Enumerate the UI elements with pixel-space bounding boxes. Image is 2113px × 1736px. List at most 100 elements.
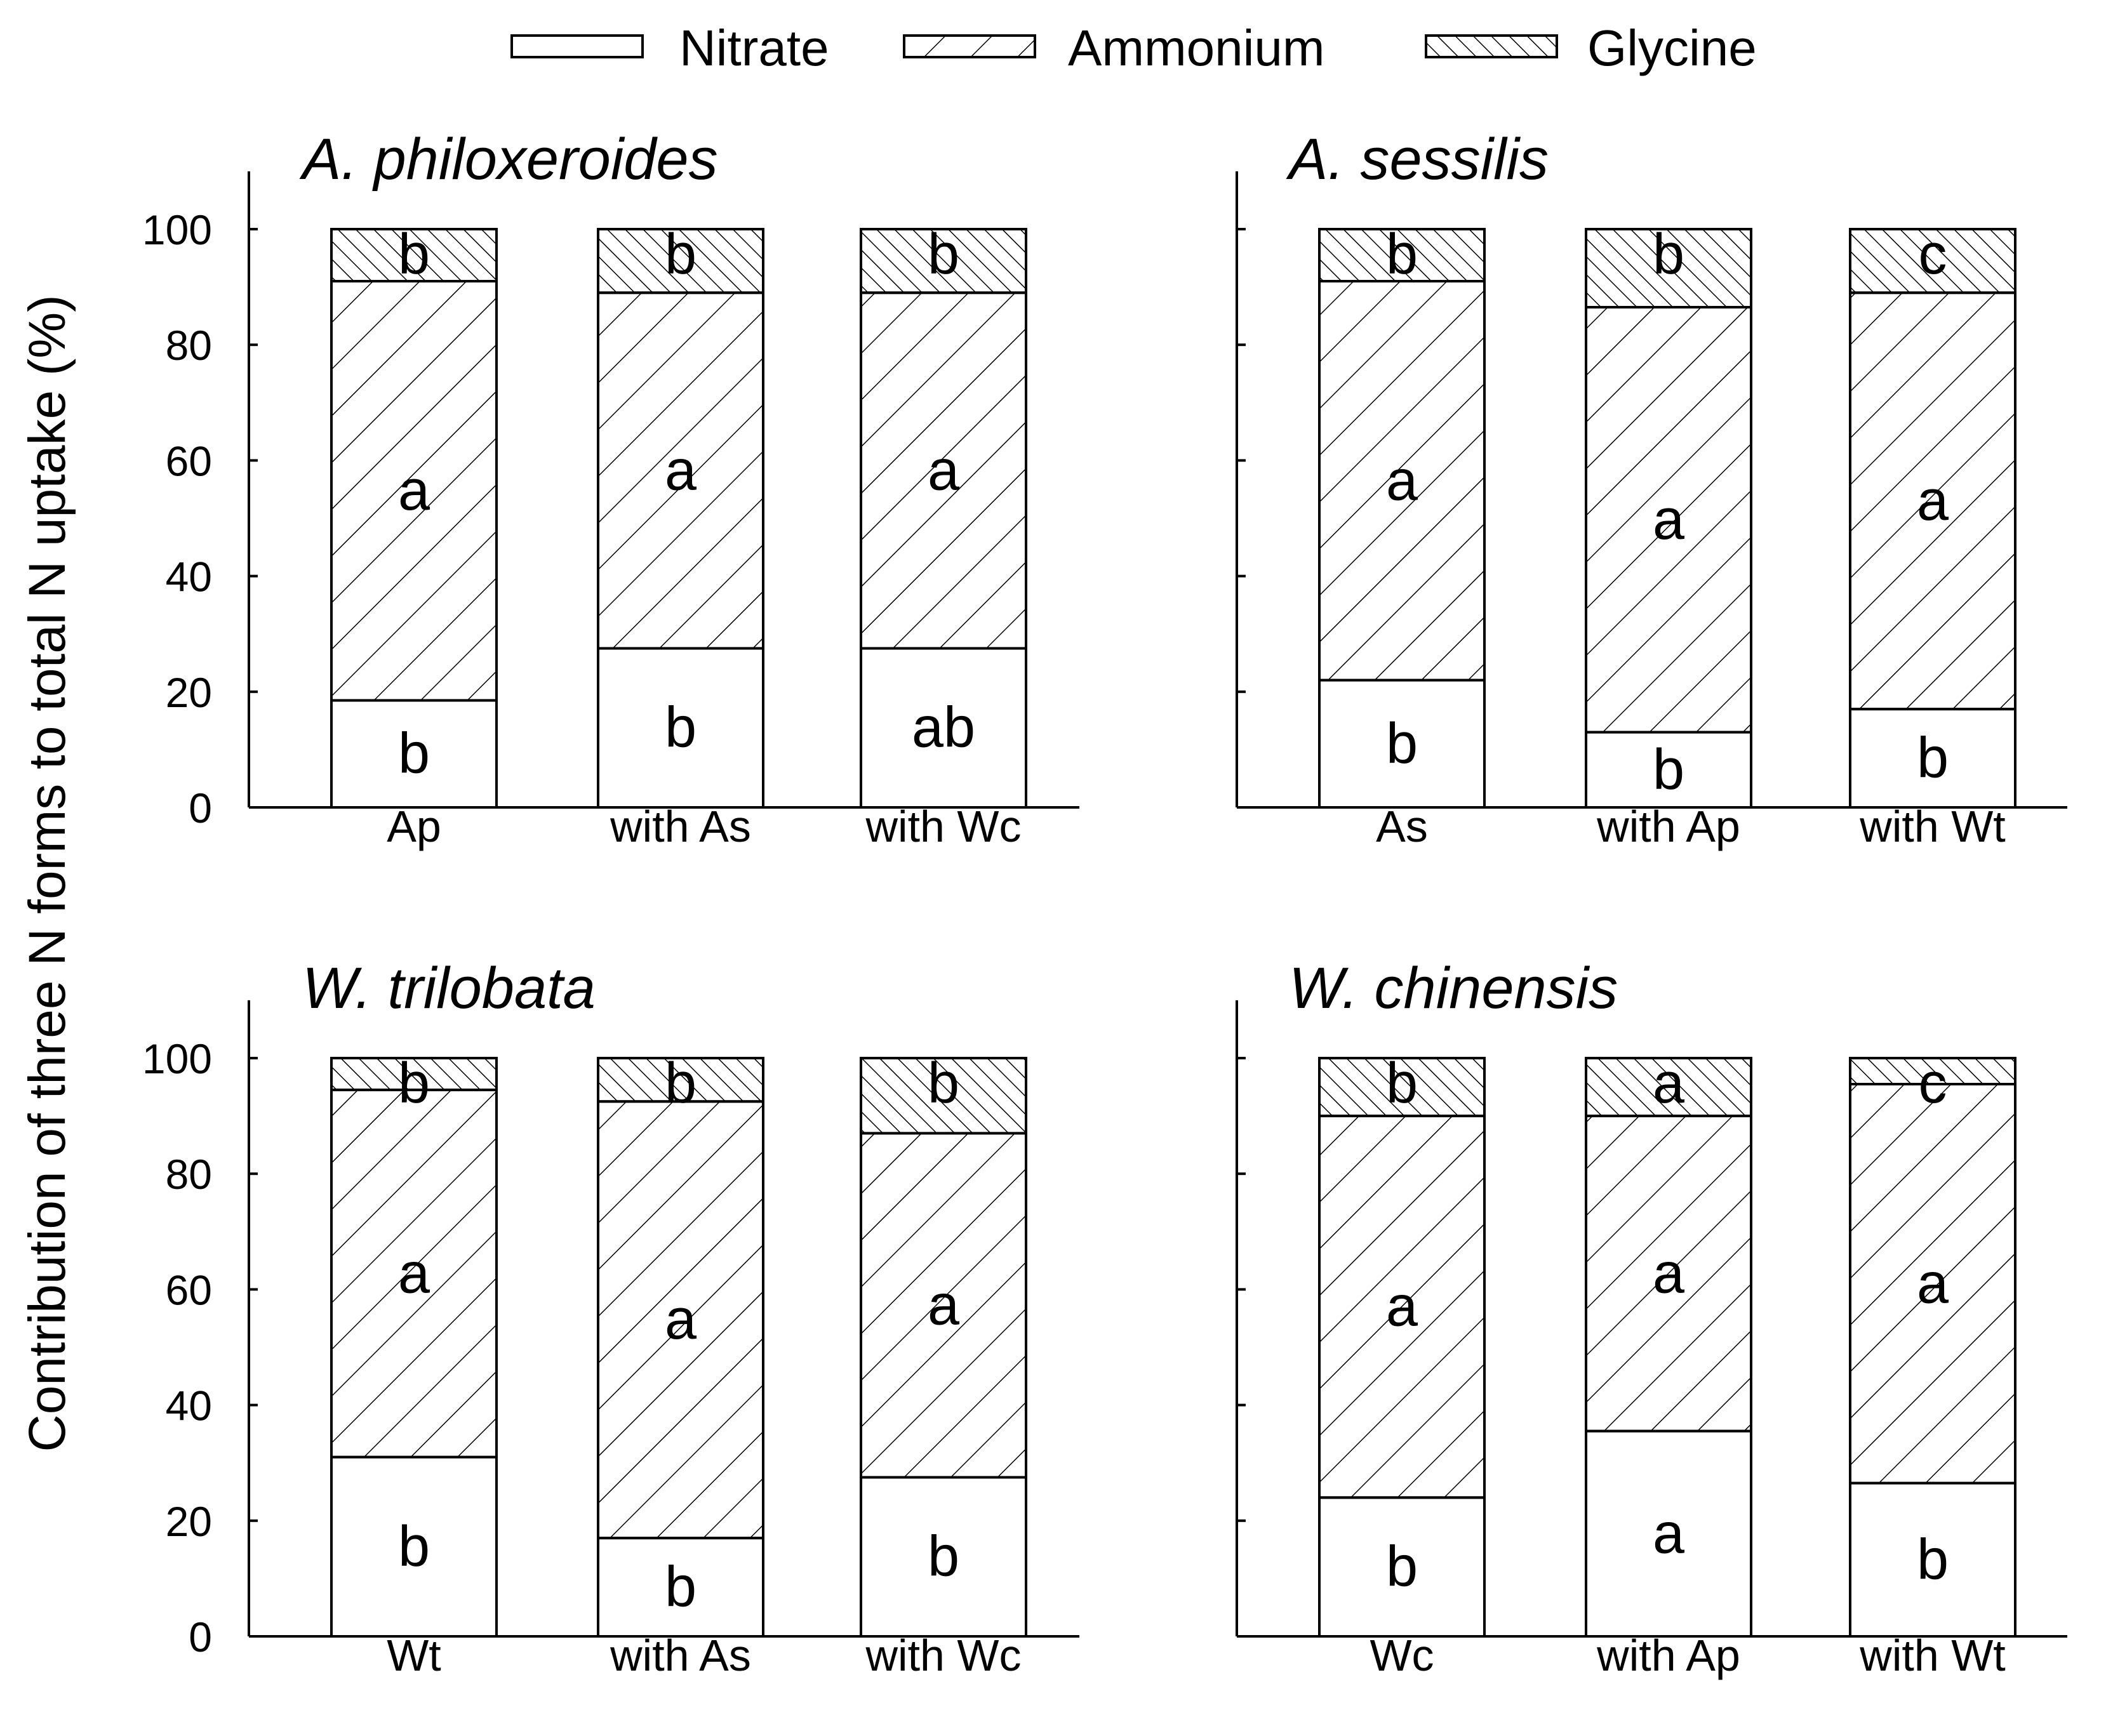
y-tick-label-100: 100 — [142, 1035, 212, 1082]
significance-letter-glycine-wc: b — [1386, 1052, 1418, 1115]
x-category-label-with-as: with As — [610, 802, 751, 851]
significance-letter-nitrate-as: b — [1386, 712, 1418, 776]
bar-segment-glycine-with-as — [597, 228, 764, 295]
significance-letter-ammonium-ap: a — [398, 459, 430, 522]
significance-letter-ammonium-wc: a — [1386, 1275, 1418, 1339]
legend-label-ammonium: Ammonium — [1068, 20, 1325, 76]
y-tick-label-40: 40 — [166, 553, 212, 600]
bar-segment-glycine-wt — [330, 1057, 498, 1092]
panel-w-trilobata: 0 20 40 60 80 100 W. trilobata b a b Wt b a b with As b… — [142, 956, 1079, 1680]
bar-segment-nitrate-with-wc — [860, 1476, 1027, 1638]
y-tick-label-100: 100 — [142, 206, 212, 253]
x-category-label-with-ap: with Ap — [1596, 802, 1740, 851]
significance-letter-ammonium-with-ap: a — [1653, 1242, 1685, 1305]
significance-letter-glycine-with-ap: a — [1653, 1052, 1685, 1115]
x-category-label-with-wt: with Wt — [1859, 1631, 2005, 1680]
bar-segment-glycine-ap — [330, 228, 498, 282]
bar-segment-ammonium-with-wt — [1849, 291, 2016, 711]
significance-letter-ammonium-with-ap: a — [1653, 488, 1685, 552]
bar-segment-ammonium-with-wc — [860, 1132, 1027, 1479]
bar-segment-glycine-with-wc — [860, 228, 1027, 295]
bar-segment-glycine-with-ap — [1585, 1057, 1752, 1118]
bar-segment-ammonium-wc — [1318, 1115, 1486, 1499]
significance-letter-glycine-with-wc: b — [928, 1052, 959, 1115]
significance-letter-ammonium-with-as: a — [665, 1288, 697, 1351]
significance-letter-nitrate-with-wt: b — [1917, 727, 1949, 790]
significance-letter-nitrate-with-ap: a — [1653, 1502, 1685, 1565]
significance-letter-glycine-ap: b — [398, 223, 430, 286]
y-tick-label-80: 80 — [166, 322, 212, 369]
y-tick-label-20: 20 — [166, 669, 212, 716]
significance-letter-nitrate-wc: b — [1386, 1535, 1418, 1599]
y-tick-label-20: 20 — [166, 1498, 212, 1545]
bar-segment-ammonium-wt — [330, 1089, 498, 1459]
bar-segment-nitrate-ap — [330, 699, 498, 809]
significance-letter-ammonium-as: a — [1386, 449, 1418, 512]
significance-letter-ammonium-with-as: a — [665, 439, 697, 502]
significance-letter-nitrate-with-wc: b — [928, 1525, 959, 1589]
bar-segment-glycine-with-wt — [1849, 228, 2016, 295]
significance-letter-glycine-with-ap: b — [1653, 223, 1684, 286]
bar-segment-glycine-with-wt — [1849, 1057, 2016, 1085]
y-tick-label-0: 0 — [189, 1613, 212, 1660]
legend-swatch-nitrate — [510, 34, 644, 58]
bar-segment-glycine-with-ap — [1585, 228, 1752, 308]
bar-segment-nitrate-with-ap — [1585, 1429, 1752, 1638]
significance-letter-glycine-with-wt: c — [1919, 223, 1947, 286]
x-category-label-wc: Wc — [1370, 1631, 1434, 1680]
bar-segment-nitrate-with-wt — [1849, 708, 2016, 809]
y-tick-label-0: 0 — [189, 785, 212, 832]
bar-segment-nitrate-wt — [330, 1455, 498, 1638]
significance-letter-nitrate-with-as: b — [665, 1556, 697, 1619]
significance-letter-nitrate-ap: b — [398, 722, 430, 786]
bar-segment-nitrate-wc — [1318, 1496, 1486, 1638]
legend-swatch-ammonium — [903, 34, 1036, 58]
significance-letter-nitrate-with-ap: b — [1653, 738, 1684, 802]
significance-letter-ammonium-with-wc: a — [928, 1273, 960, 1337]
bar-segment-nitrate-with-as — [597, 1537, 764, 1638]
bar-segment-glycine-wc — [1318, 1057, 1486, 1118]
x-category-label-with-as: with As — [610, 1631, 751, 1680]
significance-letter-ammonium-with-wt: a — [1917, 1252, 1949, 1315]
panel-title: W. chinensis — [1289, 956, 1618, 1021]
legend: Nitrate Ammonium Glycine — [510, 20, 1757, 76]
bar-segment-nitrate-with-wt — [1849, 1481, 2016, 1638]
bar-segment-nitrate-with-as — [597, 647, 764, 809]
bar-segment-ammonium-with-wc — [860, 291, 1027, 650]
bar-segment-ammonium-with-ap — [1585, 1115, 1752, 1433]
significance-letter-nitrate-with-wt: b — [1917, 1528, 1949, 1591]
y-tick-label-80: 80 — [166, 1151, 212, 1198]
panel-title: A. philoxeroides — [299, 127, 718, 192]
significance-letter-glycine-with-as: b — [665, 223, 697, 286]
x-category-label-ap: Ap — [387, 802, 441, 851]
significance-letter-nitrate-with-wc: ab — [912, 696, 975, 760]
bar-segment-ammonium-with-wt — [1849, 1082, 2016, 1485]
legend-item-nitrate: Nitrate — [510, 20, 829, 76]
x-category-label-with-wc: with Wc — [865, 802, 1022, 851]
x-category-label-wt: Wt — [387, 1631, 441, 1680]
y-axis-title: Contribution of three N forms to total N… — [18, 295, 76, 1452]
significance-letter-ammonium-with-wc: a — [928, 439, 960, 502]
significance-letter-nitrate-with-as: b — [665, 696, 697, 760]
significance-letter-nitrate-wt: b — [398, 1515, 430, 1579]
legend-label-glycine: Glycine — [1587, 20, 1757, 76]
bar-segment-nitrate-as — [1318, 679, 1486, 809]
bar-segment-ammonium-with-as — [597, 291, 764, 650]
panel-title: A. sessilis — [1286, 127, 1549, 192]
legend-label-nitrate: Nitrate — [679, 20, 829, 76]
x-category-label-with-wc: with Wc — [865, 1631, 1022, 1680]
significance-letter-ammonium-wt: a — [398, 1242, 430, 1305]
bar-segment-glycine-with-as — [597, 1057, 764, 1103]
y-tick-label-60: 60 — [166, 437, 212, 484]
x-category-label-as: As — [1376, 802, 1428, 851]
significance-letter-glycine-with-wc: b — [928, 223, 959, 286]
bar-segment-ammonium-as — [1318, 279, 1486, 682]
legend-swatch-glycine — [1425, 34, 1558, 58]
y-tick-label-40: 40 — [166, 1382, 212, 1429]
significance-letter-glycine-with-as: b — [665, 1052, 697, 1115]
legend-item-glycine: Glycine — [1425, 20, 1757, 76]
bar-segment-ammonium-ap — [330, 279, 498, 702]
x-category-label-with-wt: with Wt — [1859, 802, 2005, 851]
